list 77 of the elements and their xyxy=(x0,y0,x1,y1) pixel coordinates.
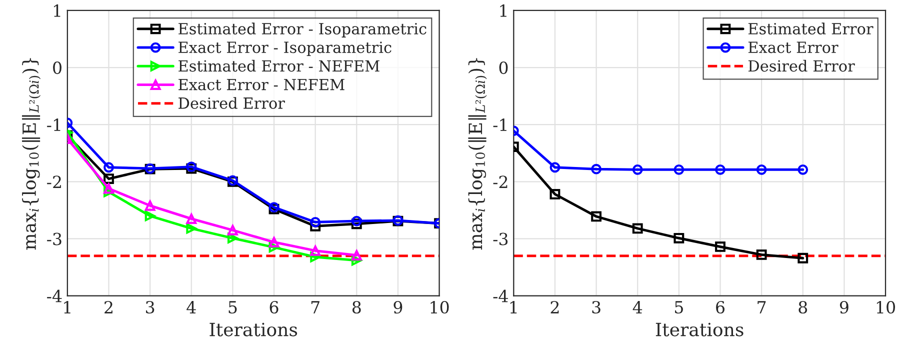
x-tick-label: 10 xyxy=(876,300,896,314)
point xyxy=(186,214,197,224)
point xyxy=(351,250,362,260)
x-tick-label: 8 xyxy=(352,300,361,314)
y-tick-label: -3 xyxy=(493,232,508,246)
point xyxy=(674,232,684,244)
point xyxy=(715,164,726,175)
x-tick-label: 10 xyxy=(430,300,449,314)
y-tick-label: -1 xyxy=(47,118,60,131)
legend-label: Estimated Error - Isoparametric xyxy=(178,22,426,38)
point xyxy=(310,252,321,262)
point xyxy=(268,242,280,252)
point xyxy=(798,252,808,264)
point xyxy=(351,216,362,226)
point xyxy=(351,218,362,230)
y-tick-label: 0 xyxy=(53,61,62,74)
x-tick-label: 8 xyxy=(798,300,808,314)
y-tick-label: 1 xyxy=(500,4,506,17)
y-tick-label: -2 xyxy=(47,176,61,188)
point xyxy=(104,162,114,173)
point xyxy=(310,216,321,228)
x-tick-label: 7 xyxy=(758,301,766,314)
legend-label: Desired Error xyxy=(178,97,285,109)
y-axis-title: max$_{i}${log$_{10}$(‖E‖$_{L²(Ωi)}$)} xyxy=(468,58,487,250)
point xyxy=(550,189,560,200)
point xyxy=(591,164,602,174)
point xyxy=(310,246,321,256)
y-tick-label: 1 xyxy=(54,4,60,17)
x-tick-label: 5 xyxy=(228,301,237,314)
legend-label: Desired Error xyxy=(748,60,855,72)
x-tick-label: 1 xyxy=(64,300,70,314)
x-tick-label: 5 xyxy=(675,301,683,314)
point xyxy=(632,223,643,234)
x-tick-label: 3 xyxy=(146,300,154,314)
point xyxy=(268,236,280,248)
x-tick-label: 4 xyxy=(632,300,642,314)
point xyxy=(186,223,197,234)
point xyxy=(632,164,643,175)
y-tick-label: -4 xyxy=(493,290,508,302)
legend-label: Estimated Error - NEFEM xyxy=(178,60,380,72)
point xyxy=(674,164,684,175)
legend-label: Estimated Error xyxy=(748,22,874,34)
y-axis-title: max$_{i}${log$_{10}$(‖E‖$_{L²(Ωi)}$)} xyxy=(22,58,41,250)
x-tick-label: 2 xyxy=(104,300,112,314)
legend-label: Exact Error xyxy=(748,42,838,54)
y-tick-label: -4 xyxy=(47,290,62,302)
point xyxy=(227,232,238,244)
point xyxy=(227,224,238,236)
x-tick-label: 7 xyxy=(311,301,320,314)
point xyxy=(310,220,321,232)
point xyxy=(591,211,602,222)
point xyxy=(715,242,726,252)
x-tick-label: 3 xyxy=(592,300,600,314)
y-tick-label: 0 xyxy=(499,61,508,74)
y-tick-label: -3 xyxy=(47,232,62,246)
point xyxy=(104,174,114,184)
x-tick-label: 9 xyxy=(840,300,848,314)
x-tick-label: 1 xyxy=(510,300,517,314)
x-tick-label: 6 xyxy=(716,300,724,314)
x-tick-label: 4 xyxy=(186,300,196,314)
x-tick-label: 9 xyxy=(394,300,402,314)
legend-label: Exact Error - Isoparametric xyxy=(178,42,392,56)
y-tick-label: -2 xyxy=(493,176,508,188)
point xyxy=(756,164,767,175)
x-tick-label: 2 xyxy=(550,300,559,314)
point xyxy=(756,249,767,260)
point xyxy=(144,200,156,211)
point xyxy=(144,210,156,222)
legend-label: Exact Error - NEFEM xyxy=(178,78,344,90)
point xyxy=(550,162,560,173)
x-tick-label: 6 xyxy=(270,300,278,314)
point xyxy=(351,255,362,266)
x-axis-title: Iterations xyxy=(210,322,298,336)
x-axis-title: Iterations xyxy=(656,322,744,336)
point xyxy=(104,183,114,194)
point xyxy=(798,164,808,175)
y-tick-label: -1 xyxy=(493,118,506,131)
